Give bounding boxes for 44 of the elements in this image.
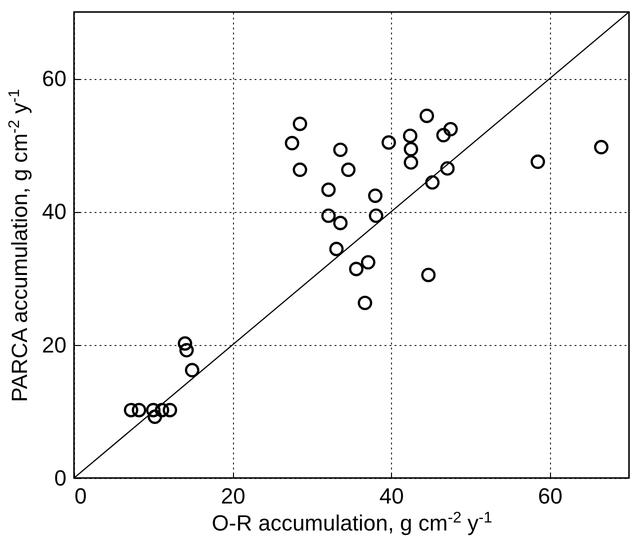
point xyxy=(382,135,396,150)
point xyxy=(333,142,348,158)
point xyxy=(321,208,336,223)
point xyxy=(178,336,192,351)
x-tick-label: 20 xyxy=(220,484,246,508)
point xyxy=(292,116,308,132)
point xyxy=(284,136,300,150)
y-tick-label: 60 xyxy=(42,66,66,92)
point xyxy=(425,175,440,190)
x-tick-label: 40 xyxy=(379,484,404,508)
point xyxy=(341,162,356,177)
y-tick-label: 40 xyxy=(42,199,66,224)
point xyxy=(420,108,434,124)
point xyxy=(402,128,418,144)
point xyxy=(146,402,161,418)
point xyxy=(443,122,458,136)
point xyxy=(358,296,372,310)
point xyxy=(329,242,344,256)
point xyxy=(162,402,178,418)
point xyxy=(404,142,418,156)
point xyxy=(404,155,418,170)
x-tick-label: 0 xyxy=(74,484,87,508)
point xyxy=(184,362,200,378)
point xyxy=(333,216,348,230)
point xyxy=(321,182,336,197)
point xyxy=(440,161,455,176)
y-tick-label: 20 xyxy=(42,332,66,358)
point xyxy=(360,255,376,270)
point xyxy=(148,410,162,424)
y-tick-label: 0 xyxy=(54,466,66,490)
x-axis-title: O-R accumulation, g cm$^{-2}$ y$^{-1}$ xyxy=(212,509,492,536)
point xyxy=(594,140,608,154)
point xyxy=(292,162,308,177)
point xyxy=(530,154,546,169)
point xyxy=(154,402,170,418)
point xyxy=(436,128,451,142)
point xyxy=(421,268,436,282)
point xyxy=(124,402,138,418)
point xyxy=(179,342,194,358)
point xyxy=(132,402,146,418)
point xyxy=(368,208,384,223)
point xyxy=(349,262,364,276)
point xyxy=(368,188,383,203)
x-tick-label: 60 xyxy=(538,484,562,508)
